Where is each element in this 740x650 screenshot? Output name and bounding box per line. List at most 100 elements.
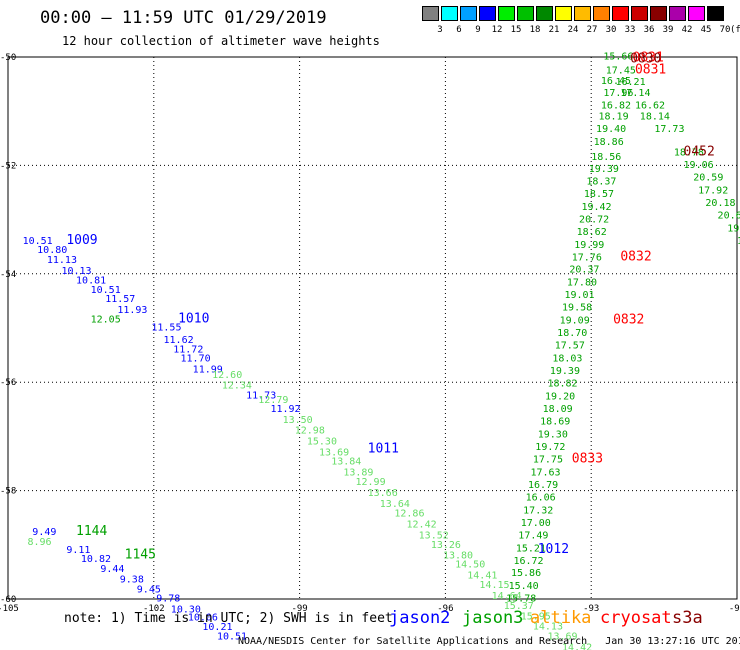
swh-point-label: 10.81 bbox=[76, 276, 106, 287]
swh-point-label: 9.11 bbox=[66, 545, 90, 556]
pass-time-label: 0830 bbox=[630, 51, 661, 66]
swh-point-label: 19.09 bbox=[560, 316, 590, 327]
satellite-legend-item: jason3 bbox=[462, 608, 524, 628]
footer-note: note: 1) Time is in UTC; 2) SWH is in fe… bbox=[64, 611, 393, 626]
legend-label: 12 bbox=[491, 25, 503, 35]
swh-point-label: 11.13 bbox=[47, 255, 77, 266]
swh-point-label: 9.49 bbox=[32, 527, 56, 538]
swh-point-label: 17.80 bbox=[567, 278, 597, 289]
swh-point-label: 10.06 bbox=[188, 613, 218, 624]
swh-point-label: 14.64 bbox=[492, 591, 522, 602]
swh-point-label: 13.50 bbox=[283, 415, 313, 426]
swh-point-label: 18.86 bbox=[594, 137, 624, 148]
swh-point-label: 16.06 bbox=[526, 492, 556, 503]
swh-point-label: 14.50 bbox=[455, 560, 485, 571]
pass-time-label: 1011 bbox=[368, 442, 399, 457]
swh-point-label: 17.63 bbox=[530, 467, 560, 478]
satellite-legend-item: jason2 bbox=[389, 608, 451, 628]
swh-point-label: 9.45 bbox=[137, 584, 161, 595]
legend-swatch bbox=[669, 6, 686, 21]
swh-point-label: 11.93 bbox=[117, 305, 147, 316]
swh-point-label: 11.70 bbox=[181, 354, 211, 365]
legend-swatch bbox=[688, 6, 705, 21]
y-tick-label: -56 bbox=[0, 378, 16, 388]
swh-point-label: 19.08 bbox=[727, 224, 740, 235]
x-tick-label: -96 bbox=[437, 604, 453, 614]
legend-label: 36 bbox=[643, 25, 655, 35]
x-tick-label: -105 bbox=[0, 604, 19, 614]
swh-point-label: 18.78 bbox=[674, 148, 704, 159]
swh-point-label: 18.19 bbox=[598, 111, 628, 122]
swh-point-label: 10.13 bbox=[61, 266, 91, 277]
pass-time-label: 0452 bbox=[684, 145, 715, 160]
swh-point-label: 19.58 bbox=[562, 303, 592, 314]
pass-time-label: 0832 bbox=[613, 313, 644, 328]
footer-credit: NOAA/NESDIS Center for Satellite Applica… bbox=[238, 636, 740, 647]
swh-point-label: 19.72 bbox=[535, 442, 565, 453]
swh-point-label: 12.98 bbox=[295, 426, 325, 437]
swh-point-label: 18.56 bbox=[591, 152, 621, 163]
swh-point-label: 12.86 bbox=[394, 509, 424, 520]
swh-point-label: 15.37 bbox=[504, 601, 534, 612]
swh-point-label: 10.82 bbox=[81, 554, 111, 565]
satellite-legend-item: s3a bbox=[672, 608, 703, 628]
swh-point-label: 17.14 bbox=[620, 88, 650, 99]
swh-point-label: 13.84 bbox=[331, 457, 361, 468]
y-tick-label: -58 bbox=[0, 487, 16, 497]
y-tick-label: -52 bbox=[0, 161, 16, 171]
swh-point-label: 19.64 bbox=[737, 236, 740, 247]
pass-time-label: 0831 bbox=[633, 50, 664, 65]
swh-point-label: 17.96 bbox=[603, 88, 633, 99]
x-tick-label: -102 bbox=[143, 604, 165, 614]
swh-point-label: 9.78 bbox=[156, 594, 180, 605]
x-tick-label: -90 bbox=[729, 604, 740, 614]
legend-swatch bbox=[498, 6, 515, 21]
pass-time-label: 0832 bbox=[620, 249, 651, 264]
x-tick-label: -99 bbox=[291, 604, 307, 614]
legend-label: 3 bbox=[437, 25, 443, 35]
swh-point-label: 19.39 bbox=[589, 164, 619, 175]
swh-point-label: 11.62 bbox=[164, 335, 194, 346]
page-title: 00:00 — 11:59 UTC 01/29/2019 bbox=[40, 8, 327, 28]
legend-label: 21 bbox=[548, 25, 560, 35]
swh-point-label: 17.92 bbox=[698, 186, 728, 197]
swh-point-label: 17.75 bbox=[533, 454, 563, 465]
swh-point-label: 11.73 bbox=[246, 390, 276, 401]
swh-point-label: 17.00 bbox=[521, 518, 551, 529]
swh-point-label: 17.57 bbox=[555, 341, 585, 352]
swh-point-label: 18.57 bbox=[584, 189, 614, 200]
swh-point-label: 10.30 bbox=[171, 605, 201, 616]
legend-swatch bbox=[574, 6, 591, 21]
swh-point-label: 17.49 bbox=[518, 530, 548, 541]
swh-point-label: 14.15 bbox=[479, 580, 509, 591]
swh-point-label: 14.41 bbox=[467, 570, 497, 581]
swh-point-label: 8.96 bbox=[27, 537, 51, 548]
swh-point-label: 13.69 bbox=[319, 447, 349, 458]
swh-point-label: 11.72 bbox=[173, 344, 203, 355]
map-frame bbox=[7, 56, 738, 600]
swh-point-label: 18.03 bbox=[552, 354, 582, 365]
pass-time-label: 1009 bbox=[66, 233, 97, 248]
satellite-legend-item: cryosat bbox=[600, 608, 672, 628]
pass-time-label: 0833 bbox=[572, 451, 603, 466]
y-tick-label: -50 bbox=[0, 53, 16, 63]
swh-point-label: 18.82 bbox=[547, 379, 577, 390]
swh-point-label: 13.26 bbox=[431, 540, 461, 551]
legend-label: 39 bbox=[662, 25, 674, 35]
swh-point-label: 9.44 bbox=[100, 564, 124, 575]
legend-label: 9 bbox=[475, 25, 481, 35]
legend-swatch bbox=[441, 6, 458, 21]
swh-point-label: 14.13 bbox=[533, 621, 563, 632]
swh-point-label: 11.57 bbox=[105, 294, 135, 305]
swh-point-label: 20.72 bbox=[579, 214, 609, 225]
swh-point-label: 12.05 bbox=[91, 315, 121, 326]
pass-time-label: 1012 bbox=[538, 542, 569, 557]
legend-swatch bbox=[479, 6, 496, 21]
swh-point-label: 20.18 bbox=[705, 198, 735, 209]
swh-point-label: 10.51 bbox=[23, 236, 53, 247]
pass-time-label: 1145 bbox=[125, 547, 156, 562]
swh-point-label: 11.92 bbox=[270, 404, 300, 415]
legend-swatch bbox=[612, 6, 629, 21]
